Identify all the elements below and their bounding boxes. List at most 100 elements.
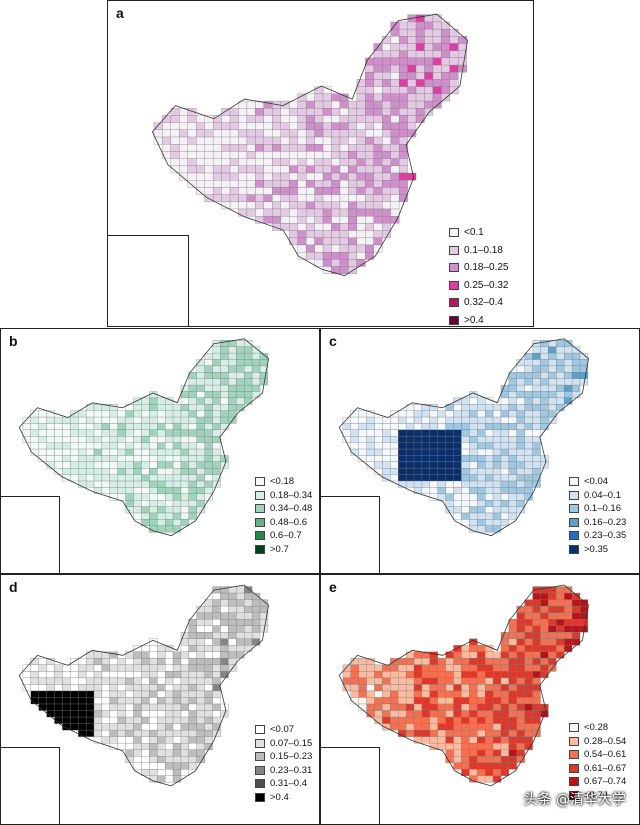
region-cell [437, 468, 446, 475]
region-cell [382, 79, 391, 87]
region-cell [348, 230, 358, 238]
region-cell [117, 416, 126, 424]
region-cell [141, 756, 150, 763]
region-cell [149, 436, 158, 443]
legend-item: <0.28 [569, 721, 626, 735]
region-cell [204, 429, 213, 437]
region-cell [331, 158, 341, 166]
region-cell [109, 474, 118, 482]
region-cell [244, 359, 253, 367]
region-cell [356, 129, 366, 138]
region-cell [477, 671, 486, 679]
region-cell [212, 455, 221, 462]
region-cell [449, 72, 459, 80]
region-cell [180, 703, 190, 711]
region-cell [297, 100, 307, 109]
region-cell [78, 448, 87, 456]
region-cell [571, 378, 581, 386]
region-cell [339, 237, 349, 246]
region-cell [38, 671, 47, 679]
region-cell [540, 645, 549, 652]
region-cell [485, 480, 494, 488]
region-cell [125, 429, 134, 437]
region-cell [289, 180, 298, 188]
region-cell [445, 493, 454, 501]
legend-swatch [569, 790, 579, 800]
region-cell [157, 769, 166, 776]
region-cell [477, 710, 486, 718]
region-cell [342, 677, 351, 685]
region-cell [365, 158, 374, 166]
region-cell [398, 122, 408, 130]
region-cell [125, 710, 134, 718]
region-cell [101, 487, 110, 494]
region-cell [228, 632, 237, 639]
region-cell [374, 416, 383, 424]
region-cell [398, 461, 407, 469]
region-cell [390, 684, 399, 692]
region-cell [244, 592, 253, 600]
region-cell [78, 684, 87, 692]
region-cell [133, 697, 142, 705]
region-cell [246, 144, 256, 152]
region-cell [421, 410, 430, 418]
region-cell [405, 404, 415, 411]
region-cell [405, 664, 415, 672]
region-cell [437, 677, 446, 685]
region-cell [188, 397, 197, 405]
region-cell [172, 677, 182, 685]
region-cell [356, 201, 366, 210]
region-cell [78, 468, 87, 475]
region-cell [548, 651, 557, 659]
region-cell [101, 474, 110, 482]
region-cell [453, 455, 462, 462]
region-cell [453, 677, 462, 685]
region-cell [449, 57, 459, 66]
region-cell [461, 703, 470, 711]
region-cell [204, 122, 214, 130]
region-cell [373, 79, 383, 87]
region-cell [238, 180, 248, 188]
region-cell [30, 664, 39, 672]
region-cell [62, 442, 71, 450]
region-cell [564, 619, 573, 626]
region-cell [441, 28, 451, 37]
region-cell [187, 172, 197, 181]
region-cell [516, 716, 525, 724]
region-cell [429, 690, 438, 698]
region-cell [172, 423, 182, 431]
region-cell [579, 619, 589, 626]
region-cell [78, 410, 87, 418]
region-cell [93, 684, 103, 692]
legend-item: 0.31–0.4 [255, 777, 312, 791]
region-cell [196, 716, 205, 724]
region-cell [339, 129, 349, 138]
region-cell [109, 658, 118, 666]
region-cell [93, 697, 103, 705]
legend-item: 0.1–0.18 [449, 242, 509, 260]
region-cell [382, 455, 391, 462]
legend-item: 0.67–0.74 [569, 775, 626, 789]
region-cell [229, 158, 239, 166]
region-cell [62, 423, 71, 431]
region-cell [571, 638, 581, 646]
region-cell [540, 352, 549, 360]
region-cell [305, 165, 315, 174]
region-cell [212, 172, 222, 181]
legend-label: 0.34–0.48 [270, 503, 313, 514]
region-cell [445, 723, 454, 731]
region-cell [212, 187, 222, 195]
region-cell [492, 436, 502, 443]
region-cell [453, 506, 462, 514]
region-cell [477, 493, 486, 501]
region-cell [356, 151, 366, 159]
region-cell [251, 612, 261, 620]
region-cell [212, 468, 221, 475]
region-cell [405, 474, 415, 482]
region-cell [432, 86, 442, 95]
region-cell [424, 108, 434, 116]
region-cell [46, 436, 55, 443]
region-cell [141, 749, 150, 757]
region-cell [441, 21, 451, 30]
region-cell [461, 645, 470, 652]
